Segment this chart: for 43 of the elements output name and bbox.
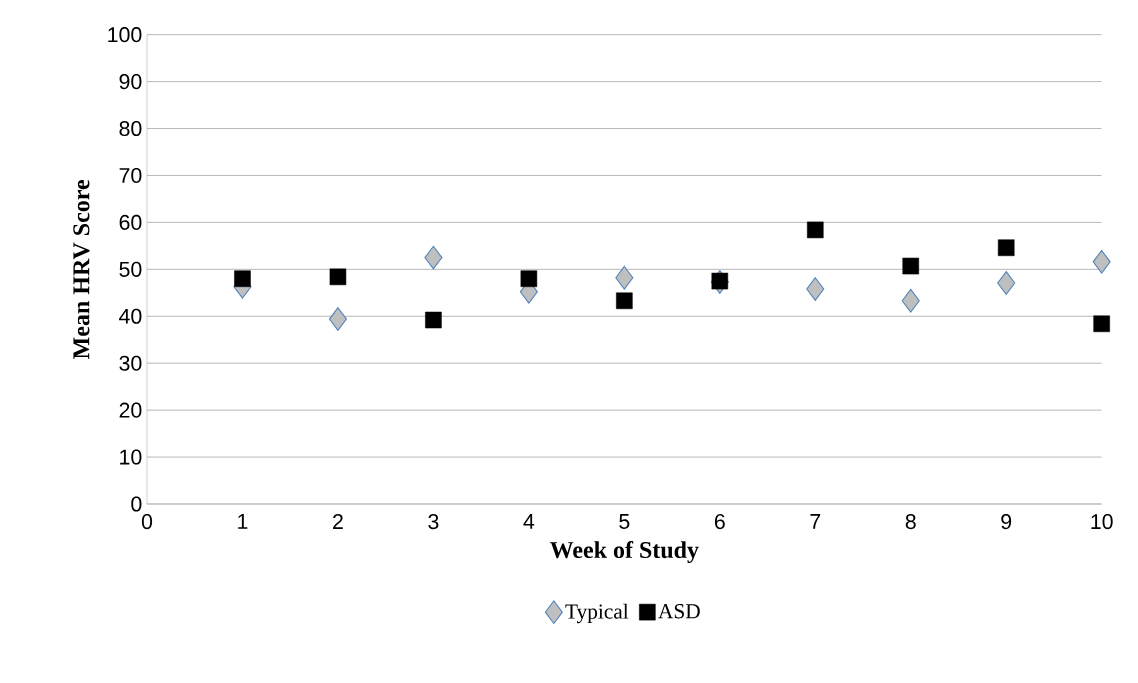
x-tick-label: 10 bbox=[1091, 514, 1113, 530]
point bbox=[615, 265, 634, 290]
x-tick-label: 0 bbox=[141, 514, 153, 530]
y-tick-label: 100 bbox=[108, 27, 142, 43]
x-tick-label: 2 bbox=[333, 514, 343, 529]
x-tick-label: 8 bbox=[905, 514, 916, 530]
y-tick-label: 10 bbox=[120, 449, 142, 465]
y-tick-label: 20 bbox=[119, 402, 142, 418]
point bbox=[234, 270, 251, 287]
point bbox=[902, 257, 920, 275]
point bbox=[807, 221, 824, 239]
y-tick-label: 90 bbox=[119, 74, 142, 90]
point bbox=[711, 272, 729, 290]
y-tick-label: 50 bbox=[119, 261, 142, 277]
x-tick-label: 3 bbox=[428, 514, 439, 530]
point bbox=[1092, 249, 1111, 274]
point bbox=[329, 268, 347, 286]
legend-label: Typical bbox=[565, 603, 629, 624]
legend-label: ASD bbox=[658, 604, 700, 619]
point bbox=[328, 307, 347, 331]
point bbox=[1093, 315, 1110, 333]
point bbox=[806, 277, 825, 301]
y-tick-label: 70 bbox=[119, 167, 142, 184]
x-tick-label: 4 bbox=[523, 514, 535, 529]
y-tick-label: 40 bbox=[119, 308, 142, 324]
point bbox=[901, 288, 920, 313]
x-tick-label: 1 bbox=[238, 514, 248, 529]
x-tick-label: 7 bbox=[810, 514, 821, 529]
point bbox=[425, 311, 442, 329]
x-axis-title: Week of Study bbox=[550, 540, 699, 564]
point bbox=[424, 245, 443, 270]
y-tick-label: 80 bbox=[119, 120, 142, 137]
x-tick-label: 9 bbox=[1001, 514, 1012, 530]
y-tick-label: 30 bbox=[119, 355, 142, 371]
point bbox=[997, 271, 1016, 295]
point bbox=[997, 239, 1015, 257]
x-tick-label: 6 bbox=[714, 514, 725, 530]
y-axis-title: Mean HRV Score bbox=[73, 179, 90, 359]
x-tick-label: 5 bbox=[619, 514, 630, 529]
y-tick-label: 60 bbox=[119, 214, 142, 230]
y-tick-label: 0 bbox=[131, 496, 142, 512]
point bbox=[520, 270, 538, 287]
point bbox=[616, 292, 633, 310]
